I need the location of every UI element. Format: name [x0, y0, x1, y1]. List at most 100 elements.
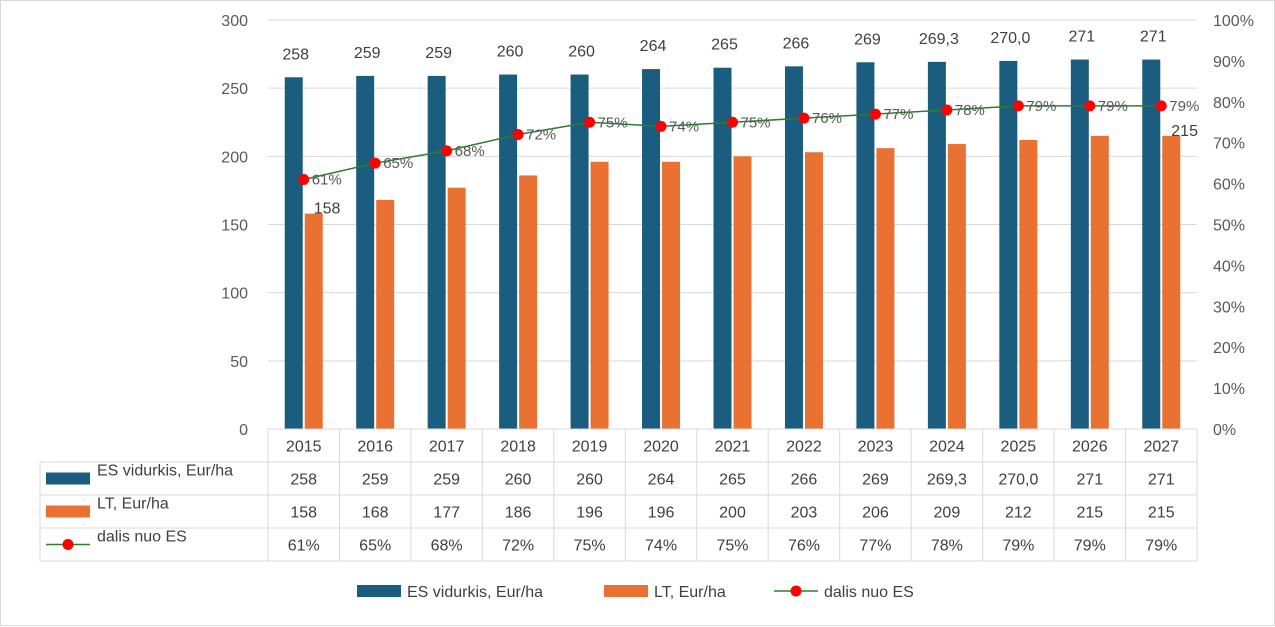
y-right-tick-label: 100% [1213, 13, 1254, 30]
data-table: 2015 2016 2017 2018 2019 2020 2021 2022 2023 2024… [39, 428, 1198, 562]
share-point [798, 112, 810, 124]
data-label-es: 259 [425, 45, 452, 62]
data-label-es: 269,3 [919, 31, 959, 48]
bar-es [427, 75, 446, 429]
share-line [298, 100, 1167, 186]
bar-lt [876, 148, 895, 430]
table-cell: 177 [433, 505, 460, 522]
table-cell: 61% [288, 538, 320, 555]
table-cell: 196 [576, 505, 603, 522]
data-label-es: 260 [568, 44, 595, 61]
bar-lt [1090, 135, 1109, 429]
table-cell: 270,0 [998, 472, 1038, 489]
legend-label-share: dalis nuo ES [824, 584, 914, 601]
share-point [584, 116, 596, 128]
data-label-share: 68% [455, 143, 485, 160]
data-label-es: 266 [783, 35, 810, 52]
y-right-tick-label: 40% [1213, 258, 1245, 275]
table-cell: 79% [1074, 538, 1106, 555]
x-tick-label: 2020 [643, 439, 679, 456]
bar-es [927, 61, 946, 429]
bars [284, 59, 1181, 430]
table-cell: 259 [433, 472, 460, 489]
table-series-name: dalis nuo ES [97, 529, 187, 546]
legend-marker-share [790, 585, 802, 597]
table-cell: 206 [862, 505, 889, 522]
data-label-share: 74% [669, 118, 699, 135]
x-tick-label: 2023 [858, 439, 894, 456]
table-cell: 79% [1145, 538, 1177, 555]
table-cell: 269,3 [927, 472, 967, 489]
y-right-tick-label: 30% [1213, 299, 1245, 316]
bar-lt [519, 175, 538, 429]
bar-lt [947, 144, 966, 429]
table-cell: 200 [719, 505, 746, 522]
data-label-share: 65% [383, 155, 413, 172]
y-left-tick-label: 300 [221, 13, 248, 30]
bar-es [499, 74, 518, 430]
table-cell: 65% [359, 538, 391, 555]
y-left-tick-label: 100 [221, 286, 248, 303]
data-label-lt: 215 [1171, 123, 1198, 140]
data-label-share: 77% [883, 106, 913, 123]
bar-lt [662, 161, 681, 429]
x-tick-label: 2027 [1143, 439, 1179, 456]
table-cell: 215 [1076, 505, 1103, 522]
y-left-tick-label: 50 [230, 354, 248, 371]
bar-lt [1019, 139, 1038, 429]
data-label-es: 270,0 [990, 30, 1030, 47]
table-legend-marker [62, 539, 74, 550]
table-cell: 186 [505, 505, 532, 522]
data-label-es: 271 [1068, 29, 1095, 46]
table-cell: 76% [788, 538, 820, 555]
data-label-share: 78% [955, 102, 985, 119]
legend: ES vidurkis, Eur/ha LT, Eur/ha dalis nuo E… [357, 584, 914, 601]
data-label-share: 79% [1026, 98, 1056, 115]
y-right-tick-label: 60% [1213, 177, 1245, 194]
table-cell: 77% [859, 538, 891, 555]
bar-es [1142, 59, 1161, 429]
table-cell: 79% [1002, 538, 1034, 555]
y-left-tick-label: 250 [221, 81, 248, 98]
table-cell: 75% [574, 538, 606, 555]
bar-es [570, 74, 589, 430]
bar-es [999, 60, 1018, 430]
legend-label-es: ES vidurkis, Eur/ha [407, 584, 543, 601]
y-right-tick-label: 70% [1213, 136, 1245, 153]
table-legend-key [46, 472, 90, 485]
table-cell: 78% [931, 538, 963, 555]
table-cell: 215 [1148, 505, 1175, 522]
y-right-tick-label: 20% [1213, 340, 1245, 357]
share-point [941, 104, 953, 116]
data-label-lt: 158 [314, 201, 341, 218]
table-series-name: ES vidurkis, Eur/ha [97, 463, 233, 480]
share-point [869, 108, 881, 120]
table-cell: 158 [290, 505, 317, 522]
bar-es [356, 75, 375, 429]
table-cell: 259 [362, 472, 389, 489]
share-point [298, 174, 310, 186]
x-tick-label: 2017 [429, 439, 465, 456]
y-left-tick-label: 0 [239, 422, 248, 439]
x-tick-label: 2016 [357, 439, 393, 456]
table-cell: 264 [648, 472, 675, 489]
data-label-es: 260 [497, 44, 524, 61]
data-label-share: 72% [526, 127, 556, 144]
share-point [1084, 100, 1096, 112]
bar-lt [590, 161, 609, 429]
bar-es [1070, 59, 1089, 429]
table-cell: 265 [719, 472, 746, 489]
table-cell: 260 [576, 472, 603, 489]
share-point [512, 129, 524, 141]
bar-lt [1162, 135, 1181, 429]
x-tick-label: 2026 [1072, 439, 1108, 456]
table-cell: 209 [934, 505, 961, 522]
bar-es [713, 67, 732, 429]
data-label-es: 265 [711, 37, 738, 54]
x-tick-label: 2015 [286, 439, 322, 456]
data-label-es: 264 [640, 38, 667, 55]
x-tick-label: 2022 [786, 439, 822, 456]
table-cell: 260 [505, 472, 532, 489]
